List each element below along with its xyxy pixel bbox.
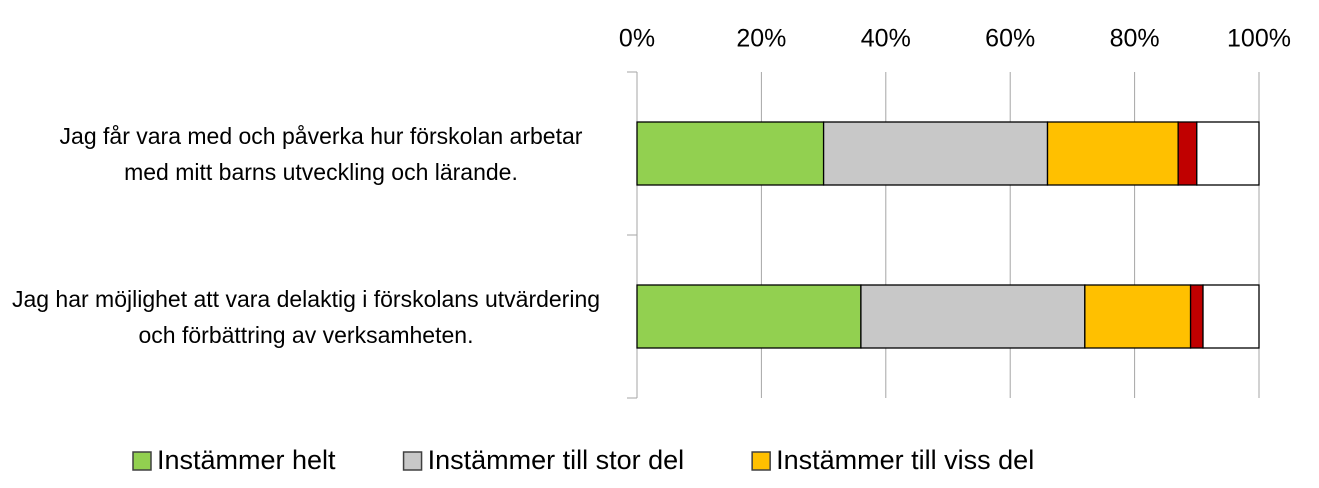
bar-segment: [822, 121, 1049, 186]
bar-segment: [1084, 284, 1192, 349]
bar-segment: [1046, 121, 1179, 186]
x-tick-label: 100%: [1227, 25, 1291, 53]
legend-label: Instämmer till viss del: [776, 445, 1034, 475]
x-tick-label: 40%: [861, 25, 911, 53]
bar-segment: [1189, 284, 1204, 349]
legend-swatch: [132, 451, 152, 471]
bar-segment: [1177, 121, 1198, 186]
x-tick-label: 0%: [619, 25, 655, 53]
x-tick-label: 60%: [985, 25, 1035, 53]
bar-segment: [636, 121, 825, 186]
bar-segment: [636, 284, 862, 349]
legend-label: Instämmer helt: [157, 445, 336, 475]
bar-segment: [1202, 284, 1260, 349]
bar-segment: [1196, 121, 1260, 186]
legend-swatch: [751, 451, 771, 471]
x-tick-label: 80%: [1110, 25, 1160, 53]
category-label: Jag får vara med och påverka hur förskol…: [59, 122, 583, 185]
category-label: Jag har möjlighet att vara delaktig i fö…: [11, 285, 601, 348]
bar-segment: [860, 284, 1086, 349]
x-tick-label: 20%: [736, 25, 786, 53]
legend-swatch: [402, 451, 423, 471]
legend-label: Instämmer till stor del: [428, 445, 685, 475]
